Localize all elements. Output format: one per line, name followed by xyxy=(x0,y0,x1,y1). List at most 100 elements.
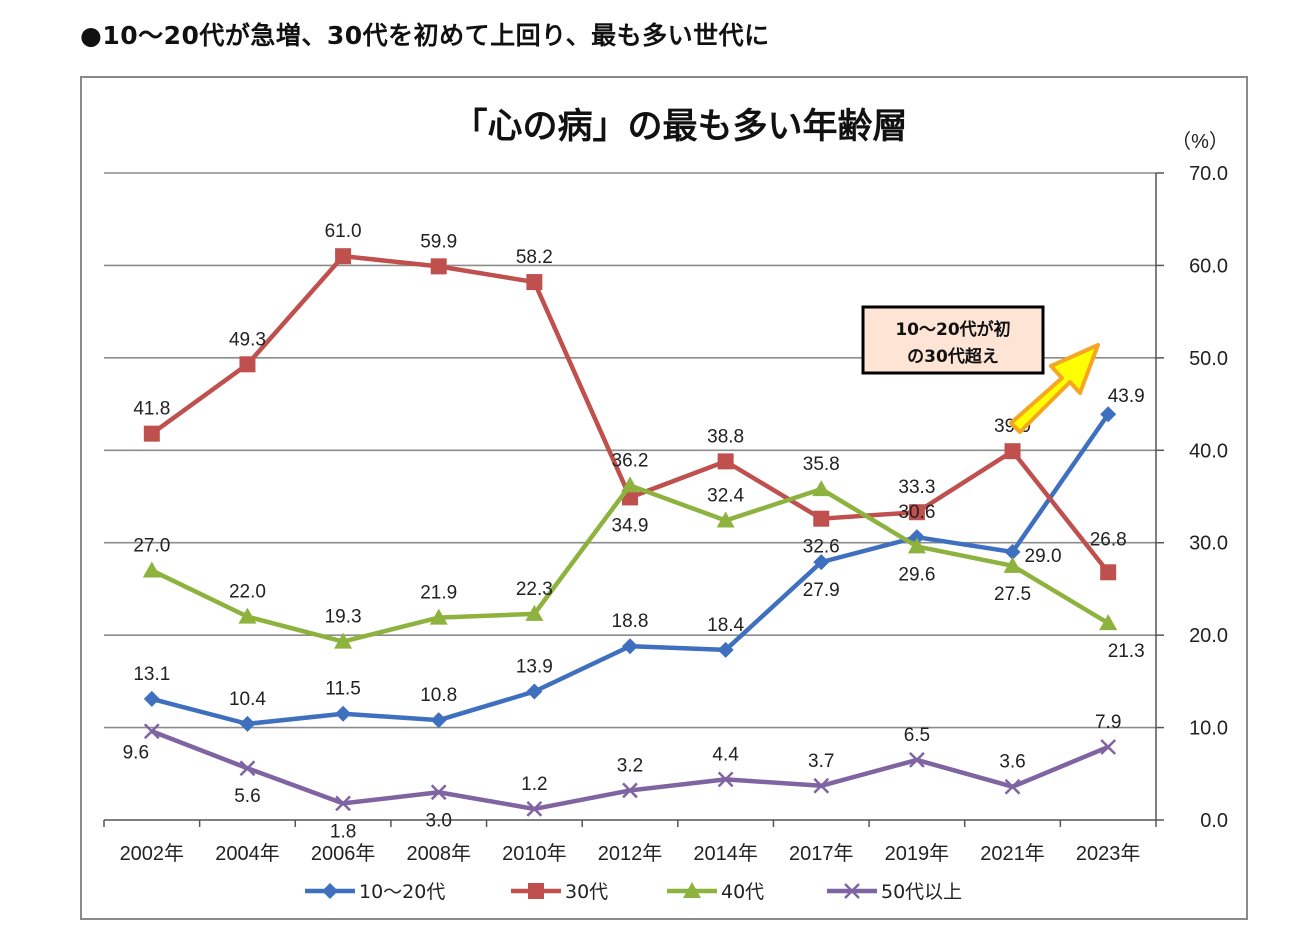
legend-label: 10〜20代 xyxy=(359,881,445,903)
data-point xyxy=(1100,406,1117,423)
data-point xyxy=(717,453,734,470)
data-point xyxy=(430,784,447,801)
data-label: 21.9 xyxy=(420,583,457,604)
data-point xyxy=(335,248,352,265)
y-tick-label: 60.0 xyxy=(1189,255,1228,277)
data-label: 10.8 xyxy=(420,685,457,706)
data-label: 26.8 xyxy=(1090,529,1127,550)
data-point xyxy=(813,777,830,794)
y-tick-label: 40.0 xyxy=(1189,440,1228,462)
data-point xyxy=(239,356,256,373)
data-point xyxy=(908,504,925,521)
x-tick-label: 2006年 xyxy=(311,842,376,865)
data-point xyxy=(908,529,925,546)
data-label: 38.8 xyxy=(707,426,744,447)
data-label: 61.0 xyxy=(325,221,362,242)
gridlines xyxy=(104,172,1156,729)
data-point xyxy=(143,690,160,707)
x-tick-label: 2008年 xyxy=(406,842,471,865)
series-layer xyxy=(142,248,1118,817)
data-label: 33.3 xyxy=(898,477,935,498)
callout-line-1: 10〜20代が初 xyxy=(895,319,1010,340)
x-tick-label: 2019年 xyxy=(885,842,950,865)
callout-box xyxy=(861,305,1045,375)
data-label: 32.6 xyxy=(803,537,840,558)
data-point xyxy=(1100,739,1117,755)
callout-line-2: の30代超え xyxy=(907,346,999,367)
y-tick-label: 70.0 xyxy=(1189,163,1228,185)
y-tick-label: 20.0 xyxy=(1189,625,1228,647)
data-label: 22.0 xyxy=(229,582,266,603)
legend-label: 40代 xyxy=(721,881,764,903)
data-label: 36.2 xyxy=(612,450,649,471)
y-tick-label: 50.0 xyxy=(1189,348,1228,370)
unit-label: （%） xyxy=(1171,130,1229,153)
data-point xyxy=(1099,614,1118,631)
data-point xyxy=(143,723,160,740)
data-label: 13.1 xyxy=(133,664,170,685)
data-point xyxy=(716,511,735,528)
data-label: 59.9 xyxy=(420,231,457,252)
x-tick-label: 2014年 xyxy=(693,842,758,865)
data-point xyxy=(525,604,544,621)
data-point xyxy=(622,638,638,655)
data-label: 41.8 xyxy=(133,399,170,420)
data-label: 29.6 xyxy=(898,564,935,585)
data-label: 32.4 xyxy=(707,486,744,507)
data-point xyxy=(813,510,830,527)
data-label: 22.3 xyxy=(516,579,553,600)
legend-item: 30代 xyxy=(511,881,608,903)
data-label: 18.8 xyxy=(612,611,649,632)
data-point xyxy=(909,752,925,768)
y-tick-label: 0.0 xyxy=(1200,810,1228,832)
x-tick-label: 2004年 xyxy=(215,842,280,865)
data-label: 1.8 xyxy=(330,821,356,842)
series-2 xyxy=(143,248,1117,581)
data-point xyxy=(430,258,447,275)
data-point xyxy=(1003,556,1022,573)
x-tick-label: 2012年 xyxy=(598,842,663,865)
data-point xyxy=(717,641,734,658)
data-point xyxy=(1004,778,1021,795)
data-point xyxy=(621,476,639,493)
series-1 xyxy=(143,406,1117,732)
data-point xyxy=(239,715,256,732)
callout: 10〜20代が初 の30代超え xyxy=(861,305,1100,434)
data-label: 13.9 xyxy=(516,657,553,678)
data-point xyxy=(907,537,926,554)
series-3 xyxy=(142,476,1118,649)
x-tick-label: 2023年 xyxy=(1076,842,1141,865)
legend-item: 40代 xyxy=(667,881,764,903)
series-4 xyxy=(143,723,1117,817)
data-label: 30.6 xyxy=(898,502,935,523)
data-label: 34.9 xyxy=(612,515,649,536)
data-point xyxy=(238,607,257,624)
data-point xyxy=(1004,443,1021,460)
data-label: 7.9 xyxy=(1095,712,1121,733)
data-label: 21.3 xyxy=(1108,641,1145,662)
x-tick-label: 2002年 xyxy=(120,842,185,865)
data-label: 10.4 xyxy=(229,689,266,710)
data-label: 4.4 xyxy=(712,744,739,765)
x-tick-label: 2017年 xyxy=(789,842,854,865)
legend-item: 50代以上 xyxy=(827,881,962,903)
data-label: 5.6 xyxy=(234,786,260,807)
legend-marker xyxy=(322,883,338,899)
data-point xyxy=(334,632,353,649)
data-point xyxy=(1004,543,1021,560)
data-label: 27.0 xyxy=(133,535,170,556)
data-point xyxy=(335,795,351,812)
data-point xyxy=(812,480,831,497)
data-label: 19.3 xyxy=(325,607,362,628)
data-label: 9.6 xyxy=(123,742,149,763)
data-label: 1.2 xyxy=(521,774,547,795)
data-point xyxy=(526,683,543,700)
legend-marker xyxy=(683,882,701,898)
legend: 10〜20代 30代 40代 50代以上 xyxy=(305,881,962,903)
chart-title: 「心の病」の最も多い年齢層 xyxy=(452,107,907,147)
data-labels: 13.1 10.4 11.5 10.8 13.9 18.8 18.4 27.9 30.6 29.0… xyxy=(123,221,1145,842)
data-label: 3.0 xyxy=(426,810,452,831)
x-tick-label: 2021年 xyxy=(980,842,1045,865)
data-label: 11.5 xyxy=(325,679,361,700)
